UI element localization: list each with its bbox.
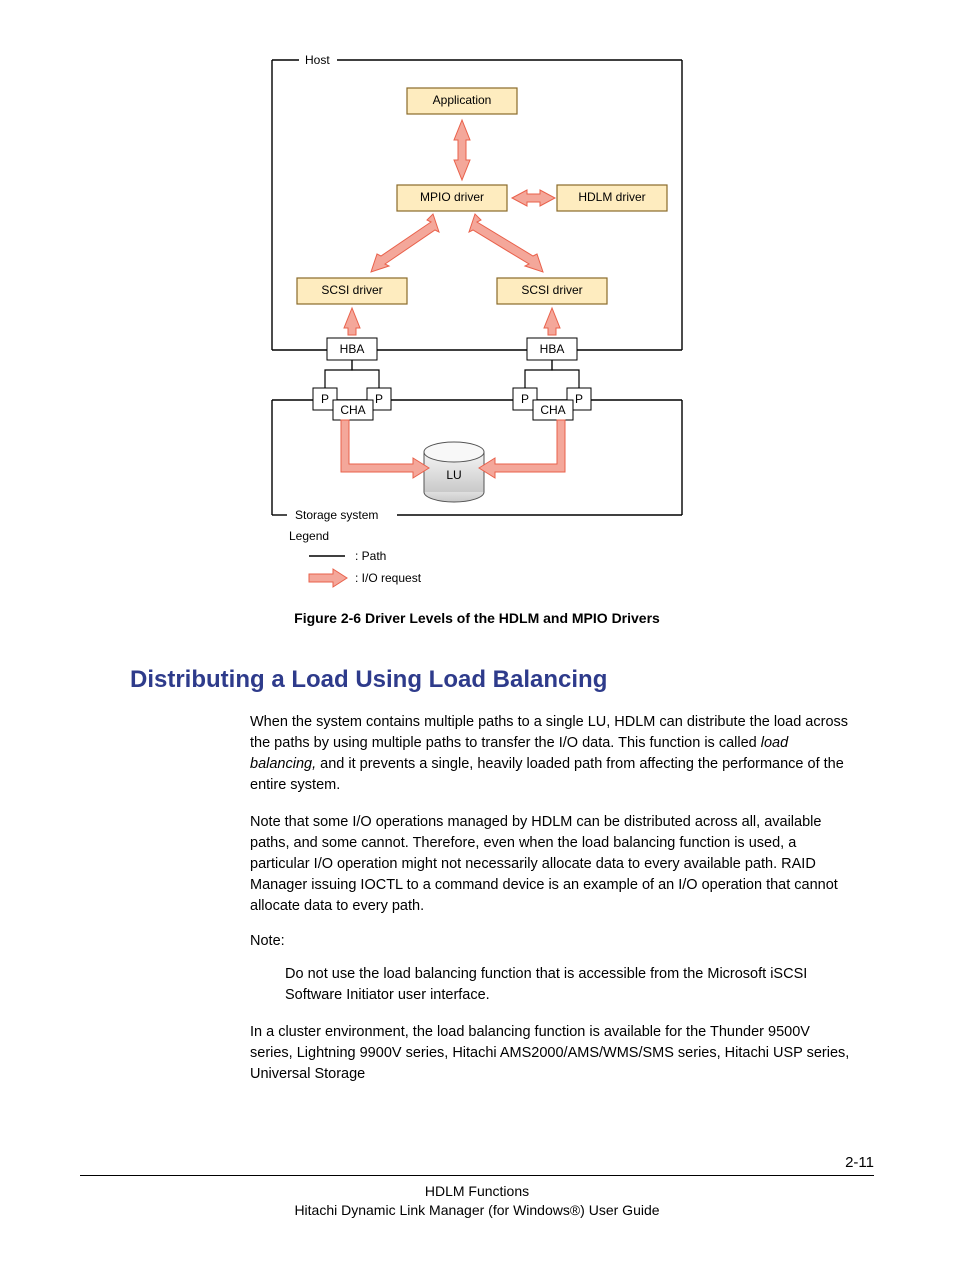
note-label: Note: (250, 933, 874, 949)
svg-text:HBA: HBA (540, 342, 565, 356)
note-body: Do not use the load balancing function t… (285, 964, 854, 1006)
arrow-cha-right-lu (479, 420, 565, 478)
p-cha-left: P P CHA (313, 388, 391, 420)
arrow-mpio-scsi2 (469, 214, 543, 272)
svg-text:HDLM driver: HDLM driver (578, 190, 645, 204)
host-label: Host (305, 53, 330, 67)
storage-label: Storage system (295, 508, 378, 522)
scsi-box-1: SCSI driver (297, 278, 407, 304)
mpio-box: MPIO driver (397, 185, 507, 211)
arrow-mpio-scsi1 (371, 214, 439, 272)
arrow-scsi2-hba2 (544, 308, 560, 335)
svg-text:CHA: CHA (340, 403, 365, 417)
paragraph-1: When the system contains multiple paths … (250, 712, 854, 796)
legend-io: : I/O request (355, 571, 422, 585)
page-footer: 2-11 HDLM Functions Hitachi Dynamic Link… (80, 1175, 874, 1221)
svg-text:LU: LU (446, 468, 461, 482)
svg-text:CHA: CHA (540, 403, 565, 417)
page: Host Application MPIO driver (0, 0, 954, 1261)
lu-cylinder: LU (424, 442, 484, 502)
svg-text:P: P (521, 392, 529, 406)
svg-text:Legend: Legend (289, 529, 329, 543)
svg-text:MPIO driver: MPIO driver (420, 190, 484, 204)
section-heading: Distributing a Load Using Load Balancing (130, 666, 874, 694)
arrow-mpio-hdlm (512, 190, 555, 206)
svg-text:P: P (375, 392, 383, 406)
svg-text:SCSI driver: SCSI driver (321, 283, 382, 297)
scsi-box-2: SCSI driver (497, 278, 607, 304)
page-number: 2-11 (845, 1154, 874, 1171)
paragraph-3: In a cluster environment, the load balan… (250, 1022, 854, 1085)
paragraph-2: Note that some I/O operations managed by… (250, 812, 854, 917)
svg-text:P: P (575, 392, 583, 406)
footer-line-2: Hitachi Dynamic Link Manager (for Window… (80, 1201, 874, 1221)
diagram-container: Host Application MPIO driver (80, 50, 874, 590)
figure-caption: Figure 2-6 Driver Levels of the HDLM and… (80, 610, 874, 626)
footer-line-1: HDLM Functions (80, 1182, 874, 1202)
legend: Legend : Path : I/O request (289, 529, 422, 587)
hdlm-box: HDLM driver (557, 185, 667, 211)
arrow-cha-left-lu (341, 420, 429, 478)
driver-levels-diagram: Host Application MPIO driver (257, 50, 697, 590)
svg-text:SCSI driver: SCSI driver (521, 283, 582, 297)
hba-box-1: HBA (327, 338, 377, 360)
svg-text:HBA: HBA (340, 342, 365, 356)
svg-text:Application: Application (433, 93, 492, 107)
arrow-app-mpio (454, 120, 470, 180)
arrow-scsi1-hba1 (344, 308, 360, 335)
legend-path: : Path (355, 549, 386, 563)
svg-text:P: P (321, 392, 329, 406)
hba-box-2: HBA (527, 338, 577, 360)
path-lines (325, 360, 579, 388)
application-box: Application (407, 88, 517, 114)
p-cha-right: P P CHA (513, 388, 591, 420)
